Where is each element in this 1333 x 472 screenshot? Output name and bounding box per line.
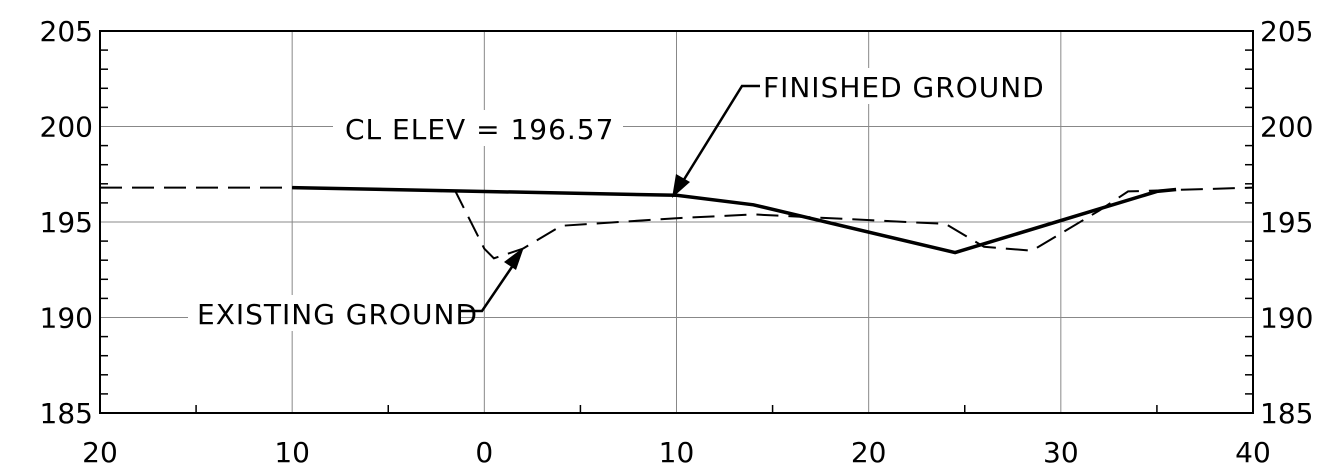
x-tick-label: 20 bbox=[82, 436, 118, 469]
existing-ground-leader bbox=[460, 257, 520, 313]
finished-ground-line bbox=[292, 185, 1177, 255]
plot-frame bbox=[99, 30, 1254, 414]
y-tick-label-left: 200 bbox=[40, 111, 93, 144]
series-layer bbox=[100, 185, 1254, 260]
finished-ground-label: FINISHED GROUND bbox=[763, 71, 1045, 104]
y-tick-label-left: 205 bbox=[40, 15, 93, 48]
finished-ground-leader bbox=[678, 84, 760, 187]
minor-ticks bbox=[100, 49, 1253, 413]
cl-elev-label-bg bbox=[333, 110, 623, 146]
existing-ground-label: EXISTING GROUND bbox=[197, 298, 478, 331]
x-tick-label: 10 bbox=[659, 436, 695, 469]
x-tick-label: 0 bbox=[475, 436, 493, 469]
x-tick-label: 20 bbox=[851, 436, 887, 469]
y-tick-label-right: 195 bbox=[1260, 206, 1313, 239]
y-tick-label-left: 185 bbox=[40, 397, 93, 430]
finished-ground-label-bg bbox=[755, 68, 1045, 104]
existing-ground-arrowhead bbox=[504, 247, 524, 270]
cl-elev-label: CL ELEV = 196.57 bbox=[345, 113, 614, 146]
existing-ground-label-bg bbox=[188, 295, 460, 331]
tick-labels: 20 10 0 10 20 30 40 185 185 190 190 195 195 200 200 205… bbox=[40, 15, 1314, 469]
y-tick-label-right: 185 bbox=[1260, 397, 1313, 430]
y-tick-label-left: 195 bbox=[40, 206, 93, 239]
x-tick-label: 10 bbox=[274, 436, 310, 469]
y-tick-label-right: 190 bbox=[1260, 302, 1313, 335]
y-tick-label-left: 190 bbox=[40, 302, 93, 335]
x-tick-label: 40 bbox=[1235, 436, 1271, 469]
y-tick-label-right: 205 bbox=[1260, 15, 1313, 48]
x-tick-label: 30 bbox=[1043, 436, 1079, 469]
finished-ground-arrowhead bbox=[672, 174, 690, 198]
y-tick-label-right: 200 bbox=[1260, 111, 1313, 144]
existing-ground-line bbox=[100, 186, 1254, 260]
